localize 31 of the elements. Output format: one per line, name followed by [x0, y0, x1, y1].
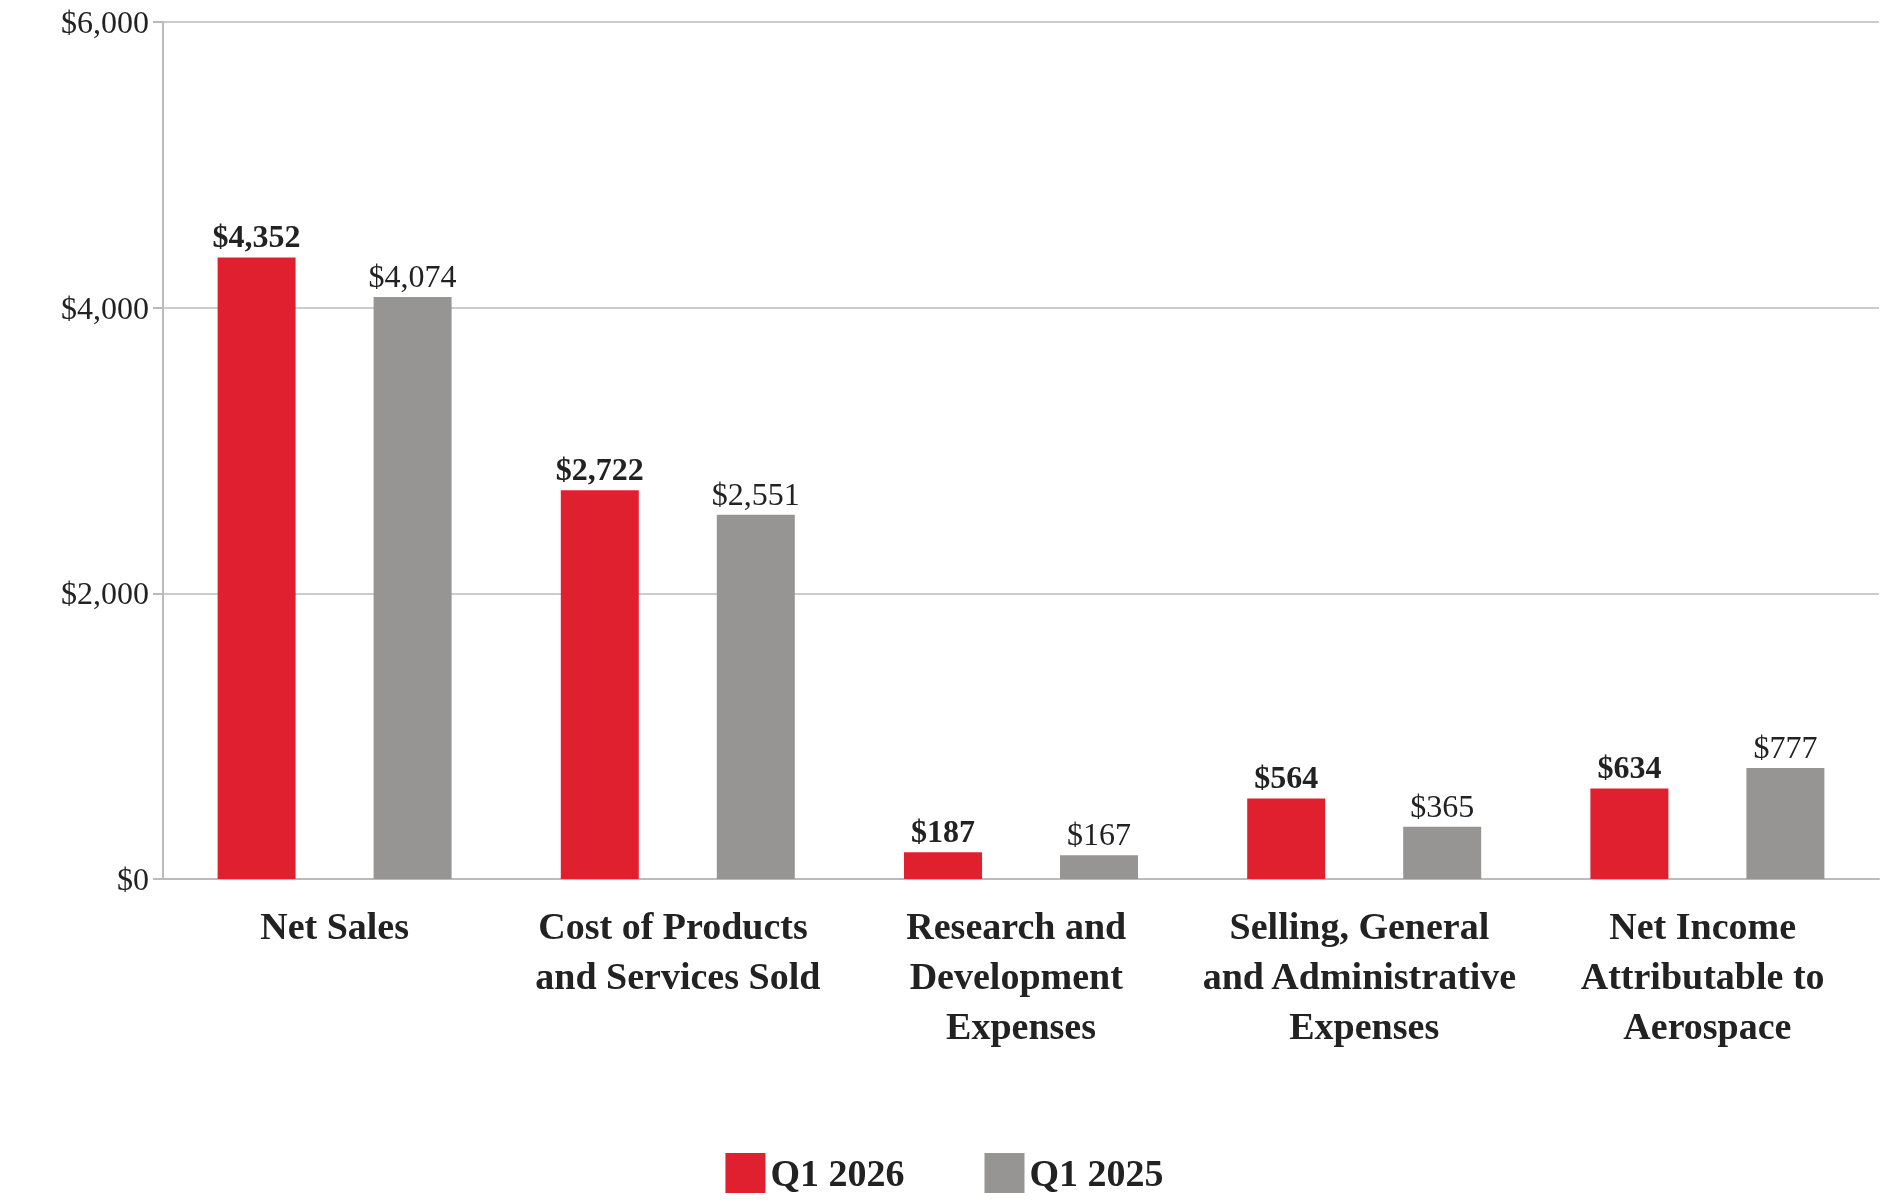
data-label: $187: [911, 813, 975, 850]
x-tick-label: Cost of Products and Services Sold: [535, 905, 821, 997]
legend-label: Q1 2025: [1029, 1152, 1164, 1194]
bar: [1746, 768, 1825, 879]
x-tick-label: Selling, General and Administrative Expenses: [1202, 905, 1526, 1047]
bar: [1403, 826, 1482, 879]
y-tick-label: $0: [117, 861, 149, 897]
bar: [560, 490, 639, 879]
bar: [217, 257, 296, 879]
bar: [716, 514, 795, 879]
x-tick-label: Research and Development Expenses: [906, 905, 1136, 1047]
bar: [373, 297, 452, 879]
legend-label: Q1 2026: [770, 1152, 905, 1194]
data-label: $4,074: [368, 258, 457, 295]
bar: [1247, 798, 1326, 879]
data-label: $365: [1410, 787, 1475, 824]
data-label: $777: [1753, 729, 1818, 766]
data-label: $167: [1067, 816, 1131, 853]
data-label: $4,352: [212, 218, 301, 255]
bar: [1060, 855, 1138, 879]
bar: [904, 852, 982, 879]
y-tick-label: $6,000: [61, 4, 149, 40]
x-tick-label: Net Sales: [260, 905, 410, 947]
bar: [1590, 788, 1669, 879]
y-tick-label: $4,000: [61, 289, 149, 326]
x-tick-label: Net Income Attributable to Aerospace: [1580, 905, 1835, 1047]
data-label: $634: [1597, 749, 1662, 786]
data-label: $564: [1254, 759, 1319, 796]
data-label: $2,551: [711, 475, 800, 512]
data-label: $2,722: [555, 451, 644, 488]
y-tick-label: $2,000: [61, 575, 149, 612]
